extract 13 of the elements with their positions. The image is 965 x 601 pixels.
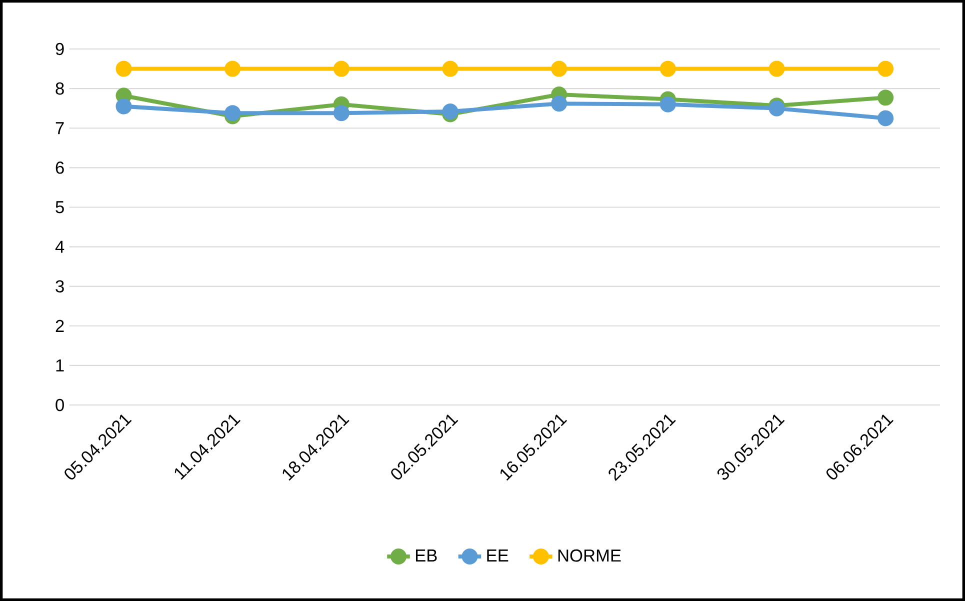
- y-tick-label: 1: [56, 359, 64, 372]
- y-tick-label: 7: [56, 122, 64, 134]
- y-tick-label: 4: [55, 240, 64, 253]
- y-tick-label: 9: [56, 42, 64, 56]
- y-tick-label: 6: [56, 162, 64, 174]
- legend-label: EE: [487, 550, 508, 562]
- y-tick-label: 2: [56, 320, 64, 332]
- y-tick-label: 0: [56, 398, 64, 412]
- y-tick-label: 3: [56, 280, 64, 292]
- y-tick-label: 8: [56, 82, 64, 95]
- y-tick-label: 5: [56, 201, 64, 214]
- legend-label: NORME: [558, 549, 621, 562]
- legend-label: EB: [416, 550, 437, 562]
